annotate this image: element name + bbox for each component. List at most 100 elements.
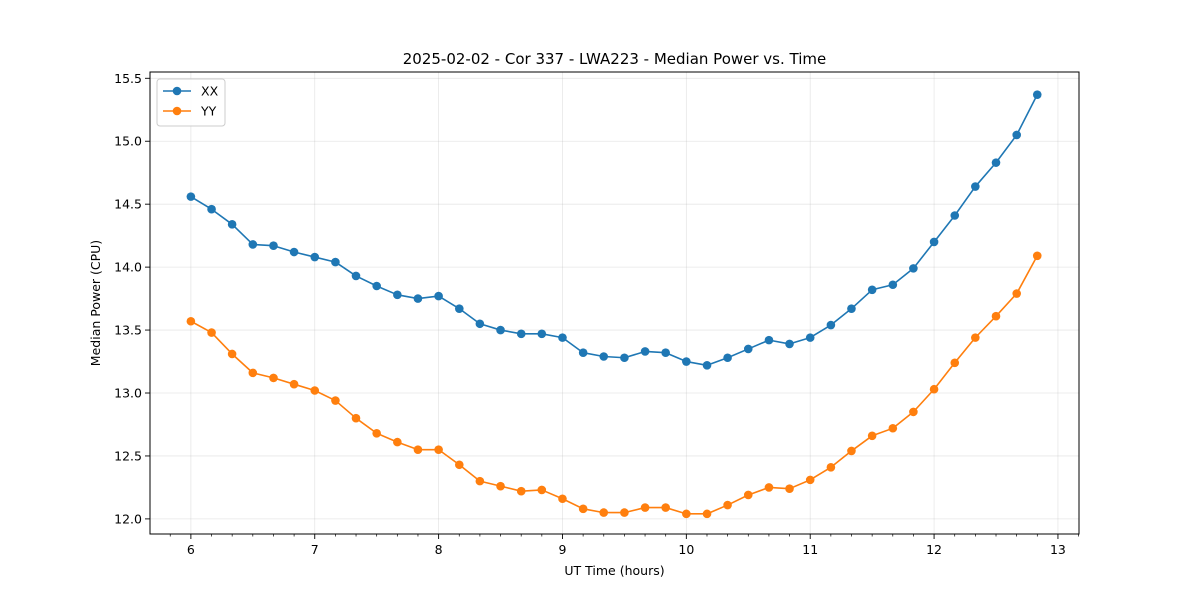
data-point-yy <box>393 437 402 447</box>
data-point-xx <box>351 271 361 281</box>
data-point-yy <box>413 445 423 454</box>
data-point-yy <box>372 428 381 438</box>
data-point-yy <box>971 333 980 342</box>
data-point-xx <box>702 361 712 370</box>
data-point-xx <box>413 294 423 303</box>
data-point-xx <box>537 329 547 339</box>
data-point-xx <box>826 320 836 330</box>
data-point-xx <box>640 347 650 356</box>
data-point-yy <box>929 384 939 394</box>
x-axis-label: UT Time (hours) <box>564 563 664 578</box>
data-point-xx <box>909 264 918 273</box>
y-axis-label: Median Power (CPU) <box>88 240 103 366</box>
data-point-yy <box>1032 251 1042 261</box>
data-point-yy <box>248 368 258 378</box>
data-point-yy <box>331 396 340 405</box>
data-point-yy <box>434 445 443 454</box>
data-point-yy <box>682 509 691 519</box>
data-point-xx <box>888 280 898 290</box>
data-point-yy <box>888 423 898 433</box>
data-point-yy <box>289 379 299 389</box>
x-tick-label: 6 <box>187 542 195 557</box>
data-point-xx <box>496 325 505 335</box>
data-point-yy <box>743 490 753 500</box>
data-point-yy <box>516 486 526 496</box>
data-point-xx <box>599 352 609 361</box>
y-tick-label: 15.0 <box>114 134 142 149</box>
data-point-xx <box>682 357 691 366</box>
data-point-xx <box>867 285 877 295</box>
legend-label-yy: YY <box>200 104 217 119</box>
data-point-yy <box>950 358 960 368</box>
data-point-yy <box>785 484 794 493</box>
data-point-xx <box>1032 90 1042 99</box>
data-point-xx <box>971 182 980 191</box>
data-point-xx <box>289 247 299 257</box>
data-point-yy <box>599 508 609 517</box>
data-point-xx <box>743 344 753 354</box>
data-point-xx <box>227 220 237 229</box>
y-tick-label: 14.0 <box>114 260 142 275</box>
y-tick-label: 12.5 <box>114 448 142 463</box>
x-tick-label: 13 <box>1050 542 1066 557</box>
data-point-xx <box>310 252 320 262</box>
data-point-yy <box>558 494 567 504</box>
data-point-xx <box>186 192 196 201</box>
chart-title: 2025-02-02 - Cor 337 - LWA223 - Median P… <box>403 50 827 68</box>
plot-frame <box>149 71 1080 535</box>
data-point-yy <box>702 509 712 519</box>
legend-marker-xx <box>172 86 182 96</box>
data-point-xx <box>207 204 216 214</box>
data-point-xx <box>578 348 588 358</box>
data-point-xx <box>269 241 278 251</box>
x-tick-label: 7 <box>311 542 319 557</box>
x-tick-label: 12 <box>926 542 942 557</box>
ticks: 6 7 8 9 10 11 12 13 12.0 12.5 13.0 13.5 14.0 14.5 15.0… <box>114 71 1079 557</box>
data-point-xx <box>620 353 629 363</box>
data-point-yy <box>496 481 505 491</box>
data-point-yy <box>186 316 196 326</box>
data-point-xx <box>558 333 567 342</box>
data-point-yy <box>475 476 485 486</box>
data-point-yy <box>991 311 1001 321</box>
x-tick-label: 10 <box>678 542 694 557</box>
data-point-yy <box>847 446 856 456</box>
data-point-yy <box>640 503 650 512</box>
data-point-yy <box>269 373 278 383</box>
data-point-yy <box>805 475 815 485</box>
data-point-xx <box>764 335 774 345</box>
data-point-yy <box>578 504 588 514</box>
legend: XX YY <box>156 78 226 127</box>
legend-marker-yy <box>172 106 182 116</box>
data-point-yy <box>537 485 547 495</box>
y-tick-label: 15.5 <box>114 71 142 86</box>
data-point-xx <box>516 329 526 339</box>
data-point-yy <box>723 500 732 510</box>
y-tick-label: 13.0 <box>114 386 142 401</box>
data-point-xx <box>661 348 670 358</box>
x-tick-label: 8 <box>435 542 443 557</box>
series-xx <box>186 90 1042 370</box>
data-point-yy <box>1012 289 1021 298</box>
data-point-xx <box>393 290 402 300</box>
data-point-xx <box>331 257 340 267</box>
data-point-yy <box>764 483 774 492</box>
data-point-yy <box>620 508 629 517</box>
data-point-xx <box>434 291 443 301</box>
series-layer <box>186 90 1042 519</box>
x-tick-label: 9 <box>558 542 566 557</box>
data-point-yy <box>454 460 464 470</box>
data-point-xx <box>847 304 856 313</box>
data-point-xx <box>475 319 485 329</box>
grid <box>150 72 1079 534</box>
data-point-yy <box>867 431 877 441</box>
y-tick-label: 12.0 <box>114 511 142 526</box>
legend-label-xx: XX <box>201 84 219 99</box>
data-point-yy <box>909 407 918 417</box>
data-point-xx <box>950 211 960 220</box>
x-tick-label: 11 <box>802 542 818 557</box>
data-point-xx <box>248 240 258 249</box>
data-point-yy <box>310 386 320 395</box>
data-point-xx <box>454 304 464 313</box>
